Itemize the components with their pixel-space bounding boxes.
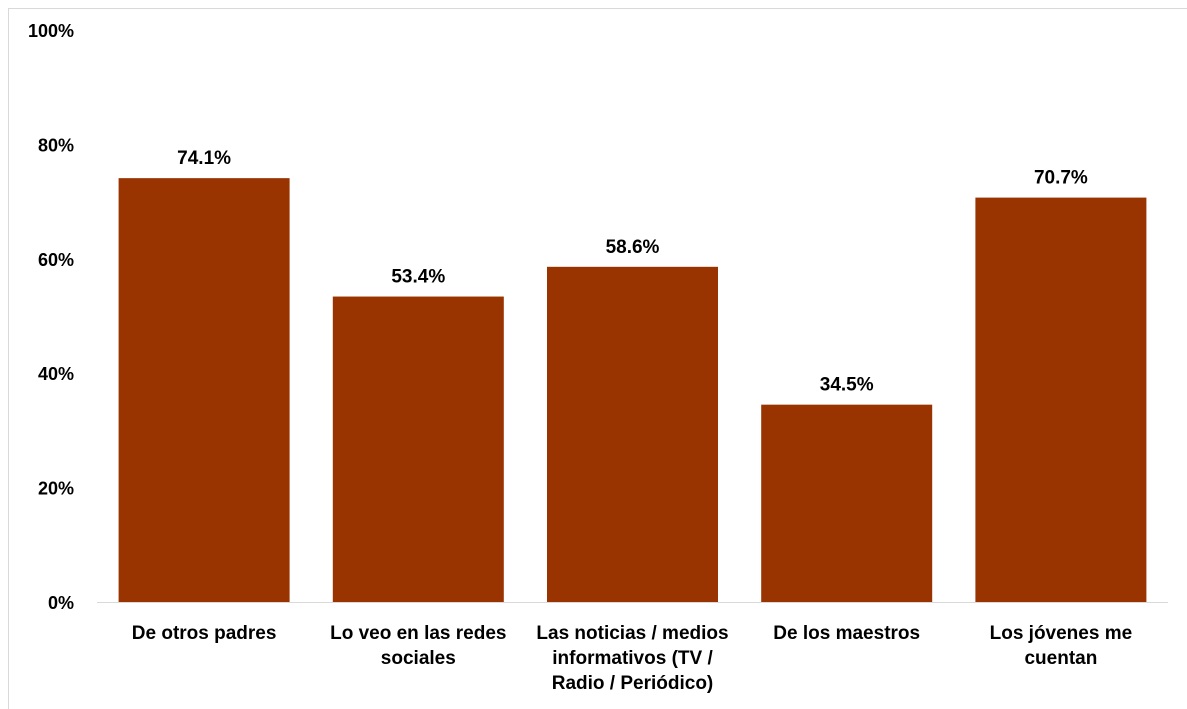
x-tick-label-line: Los jóvenes me: [990, 623, 1133, 644]
x-axis: De otros padres Lo veo en las redes social…: [97, 602, 1168, 694]
x-tick-label-line: sociales: [381, 648, 456, 669]
x-tick-label-line: Las noticias / medios: [536, 623, 728, 644]
bar: [118, 178, 290, 602]
bar-series: [118, 178, 1147, 602]
data-label: 58.6%: [606, 237, 660, 258]
x-tick-label: Lo veo en las redes sociales: [330, 623, 506, 669]
y-tick-label: 0%: [48, 593, 74, 613]
bar: [332, 296, 504, 602]
y-axis: 0% 20% 40% 60% 80% 100%: [8, 8, 74, 700]
x-tick-label: Los jóvenes me cuentan: [990, 623, 1133, 669]
x-tick-label: De otros padres: [132, 623, 277, 644]
y-tick-label: 20%: [38, 479, 74, 499]
data-label: 34.5%: [820, 375, 874, 396]
bar: [761, 404, 933, 602]
y-tick-label: 80%: [38, 135, 74, 155]
x-tick-label-line: Radio / Periódico): [552, 673, 714, 694]
x-tick-label-line: informativos (TV /: [552, 648, 713, 669]
x-tick-label-line: Lo veo en las redes: [330, 623, 506, 644]
x-tick-label-line: De otros padres: [132, 623, 277, 644]
data-label: 74.1%: [177, 148, 231, 169]
y-tick-label: 40%: [38, 364, 74, 384]
bar: [547, 266, 718, 602]
data-label: 70.7%: [1034, 168, 1088, 189]
x-tick-label: Las noticias / medios informativos (TV / R…: [536, 623, 728, 694]
data-labels: 74.1% 53.4% 58.6% 34.5% 70.7%: [177, 148, 1088, 396]
x-tick-label-line: cuentan: [1024, 648, 1097, 669]
y-tick-label: 100%: [28, 21, 74, 41]
bar: [975, 197, 1147, 602]
x-tick-label-line: De los maestros: [773, 623, 920, 644]
data-label: 53.4%: [391, 267, 445, 288]
x-tick-label: De los maestros: [773, 623, 920, 644]
y-tick-label: 60%: [38, 250, 74, 270]
